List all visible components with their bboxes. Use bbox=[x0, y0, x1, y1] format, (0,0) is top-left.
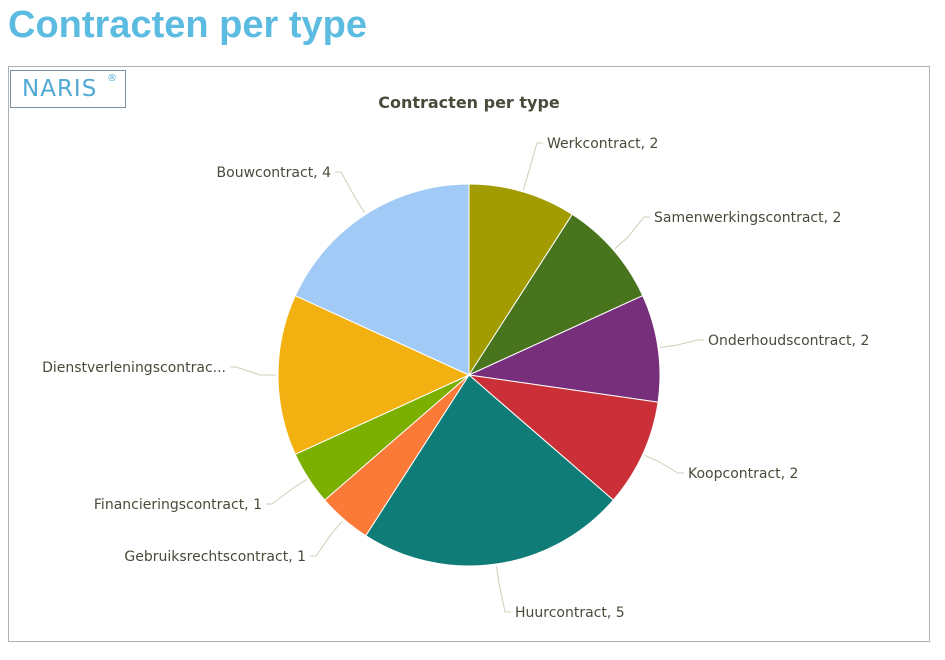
leader-line-gebruiksrechtscontract bbox=[310, 520, 343, 557]
pie-leader-lines bbox=[230, 142, 704, 613]
slice-label-dienstverleningscontract: Dienstverleningscontrac... bbox=[42, 360, 226, 376]
pie-slice-samenwerkingscontract[interactable] bbox=[467, 213, 644, 377]
slice-label-bouwcontract: Bouwcontract, 4 bbox=[217, 165, 332, 181]
registered-mark-icon: ® bbox=[107, 73, 117, 84]
slice-label-huurcontract: Huurcontract, 5 bbox=[515, 605, 625, 621]
naris-logo: NARIS ® bbox=[10, 70, 126, 108]
slice-label-onderhoudscontract: Onderhoudscontract, 2 bbox=[708, 333, 869, 349]
leader-line-koopcontract bbox=[644, 454, 684, 474]
pie-slice-dienstverleningscontract[interactable] bbox=[277, 294, 471, 456]
pie-slice-koopcontract[interactable] bbox=[467, 374, 659, 501]
logo-text: NARIS bbox=[22, 76, 98, 102]
leader-line-bouwcontract bbox=[335, 171, 366, 213]
leader-line-huurcontract bbox=[495, 565, 511, 613]
leader-line-onderhoudscontract bbox=[659, 339, 704, 349]
pie-slice-bouwcontract[interactable] bbox=[294, 183, 470, 376]
leader-line-dienstverleningscontract bbox=[230, 366, 276, 376]
slice-label-financieringscontract: Financieringscontract, 1 bbox=[94, 497, 262, 513]
slice-label-koopcontract: Koopcontract, 2 bbox=[688, 466, 798, 482]
leader-line-werkcontract bbox=[522, 142, 543, 190]
pie-slice-huurcontract[interactable] bbox=[365, 374, 615, 567]
slice-label-samenwerkingscontract: Samenwerkingscontract, 2 bbox=[654, 210, 841, 226]
page-title: Contracten per type bbox=[8, 4, 367, 46]
leader-line-samenwerkingscontract bbox=[614, 216, 650, 249]
pie-labels: Werkcontract, 2 Samenwerkingscontract, 2 O… bbox=[42, 136, 869, 621]
pie-slice-werkcontract[interactable] bbox=[468, 183, 573, 377]
chart-title: Contracten per type bbox=[378, 93, 560, 112]
slice-label-gebruiksrechtscontract: Gebruiksrechtscontract, 1 bbox=[124, 549, 306, 565]
slice-label-werkcontract: Werkcontract, 2 bbox=[547, 136, 658, 152]
pie-slice-onderhoudscontract[interactable] bbox=[467, 294, 661, 403]
leader-line-financieringscontract bbox=[266, 478, 307, 505]
pie-slices bbox=[277, 183, 661, 567]
